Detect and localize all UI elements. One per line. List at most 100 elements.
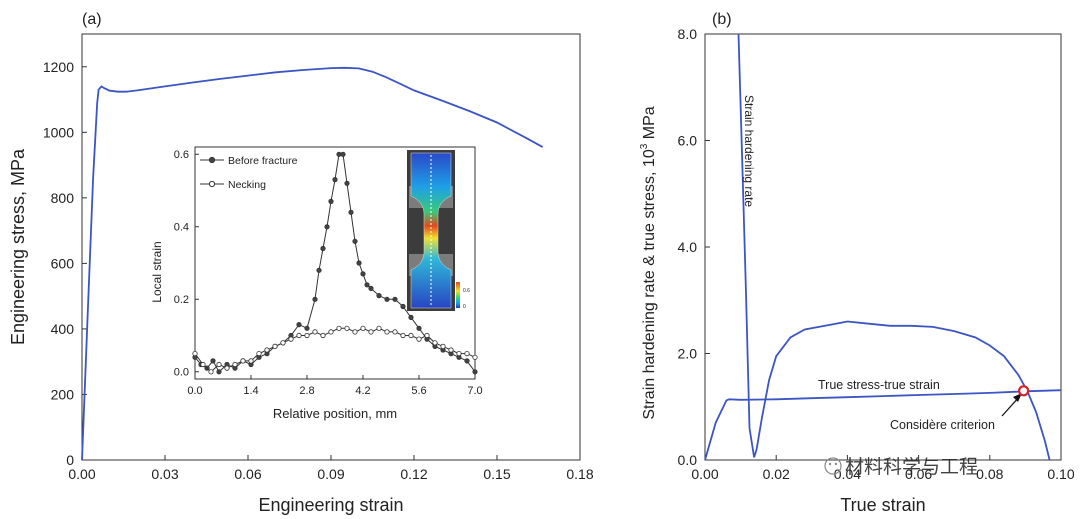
- panel-a-x-axis-label: Engineering strain: [258, 495, 403, 515]
- inset-before-fracture-point: [416, 325, 422, 331]
- panel-b-y-ticks: 0.0 2.0 4.0 6.0 8.0: [678, 26, 710, 468]
- inset-x-tick-label: 4.2: [355, 385, 370, 397]
- panel-a-y-tick-label: 1000: [43, 124, 74, 140]
- wechat-icon-eye: [828, 462, 832, 466]
- dic-specimen-image: 0.6 0: [407, 150, 470, 311]
- inset-necking-point: [456, 350, 462, 357]
- inset-before-fracture-point: [320, 245, 326, 252]
- inset-before-fracture-point: [368, 285, 374, 291]
- inset-necking-point: [352, 329, 358, 335]
- inset-before-fracture-point: [392, 296, 398, 302]
- inset-before-fracture-point: [408, 314, 414, 320]
- watermark-text: 材料科学与工程: [845, 456, 978, 478]
- inset-before-fracture-point: [472, 369, 478, 375]
- inset-y-axis-label: Local strain: [150, 241, 164, 302]
- inset-before-fracture-point: [464, 358, 470, 364]
- panel-a-label: (a): [82, 11, 102, 28]
- inset-before-fracture-point: [352, 238, 358, 244]
- inset-x-axis-label: Relative position, mm: [273, 406, 397, 421]
- inset-before-fracture-point: [304, 325, 310, 331]
- inset-x-ticks: 0.0 1.4 2.8 4.2 5.6 7.0: [187, 375, 483, 397]
- inset-before-fracture-point: [364, 282, 370, 288]
- inset-necking-point: [472, 354, 478, 360]
- inset-necking-point: [360, 325, 366, 331]
- legend-before-fracture-label: Before fracture: [228, 155, 298, 167]
- panel-a-x-tick-label: 0.09: [317, 466, 344, 482]
- strain-hardening-rate-curve: [737, 33, 1051, 461]
- inset-x-tick-label: 7.0: [467, 385, 482, 397]
- inset-chart: 0.0 1.4 2.8 4.2 5.6 7.0 0.0 0.2 0.4 0.6 Relative…: [150, 146, 483, 421]
- inset-necking-point: [256, 350, 262, 357]
- panel-b-x-tick-label: 0.04: [834, 466, 861, 482]
- dic-colorbar-max-label: 0.6: [463, 288, 470, 294]
- considere-criterion-marker: [1017, 385, 1030, 397]
- strain-hardening-rate-label: Strain hardening rate: [742, 95, 756, 207]
- inset-necking-point: [392, 329, 398, 335]
- inset-before-fracture-point: [328, 198, 334, 204]
- inset-y-tick-label: 0.0: [174, 367, 189, 379]
- inset-necking-point: [384, 329, 390, 335]
- inset-x-tick-label: 1.4: [243, 385, 258, 397]
- inset-necking-point: [320, 332, 326, 339]
- panel-a-stress-strain-curve: [81, 66, 544, 461]
- inset-necking-point: [424, 332, 430, 339]
- inset-necking-point: [416, 336, 422, 342]
- inset-necking-point: [368, 329, 374, 335]
- inset-before-fracture-point: [324, 224, 330, 230]
- inset-necking-point: [328, 329, 334, 335]
- panel-a-y-tick-label: 600: [51, 255, 75, 271]
- inset-before-fracture-point: [360, 271, 366, 277]
- inset-before-fracture-point: [348, 209, 354, 215]
- inset-necking-point: [248, 358, 254, 364]
- inset-necking-point: [464, 350, 470, 357]
- inset-necking-point: [288, 336, 294, 342]
- true-stress-label: True stress-true strain: [818, 378, 940, 392]
- wechat-icon: [824, 457, 842, 475]
- inset-necking-point: [440, 343, 446, 349]
- panel-a-x-tick-label: 0.15: [483, 466, 510, 482]
- inset-before-fracture-point: [296, 321, 302, 328]
- inset-y-tick-label: 0.4: [174, 222, 189, 234]
- inset-before-fracture-point: [332, 177, 338, 183]
- inset-necking-point: [448, 347, 454, 353]
- inset-necking-point: [304, 332, 310, 339]
- inset-y-tick-label: 0.6: [174, 149, 189, 161]
- legend-necking-marker: [208, 180, 216, 188]
- panel-b-y-axis-label: Strain hardening rate & true stress, 103…: [639, 106, 658, 419]
- panel-a-y-tick-label: 800: [51, 190, 75, 206]
- panel-a-y-tick-label: 200: [51, 387, 75, 403]
- panel-b-x-tick-label: 0.00: [691, 466, 718, 482]
- panel-b-y-tick-label: 4.0: [678, 239, 698, 255]
- inset-necking-point: [400, 332, 406, 339]
- inset-necking-point: [344, 325, 350, 331]
- panel-b-y-tick-label: 0.0: [678, 452, 698, 468]
- inset-before-fracture-point: [384, 296, 390, 302]
- true-stress-true-strain-curve: [704, 389, 1062, 461]
- panel-a-x-tick-label: 0.12: [400, 466, 427, 482]
- inset-necking-point: [280, 340, 286, 346]
- inset-before-fracture-point: [376, 292, 382, 299]
- panel-a-y-ticks: 0 200 400 600 800 1000 1200: [43, 59, 87, 468]
- considere-criterion-arrowhead: [1013, 393, 1022, 402]
- panel-b-y-tick-label: 6.0: [678, 133, 698, 149]
- inset-necking-point: [232, 361, 238, 368]
- wechat-icon-eye: [834, 462, 838, 466]
- inset-necking-point: [272, 343, 278, 349]
- watermark: 材料科学与工程: [824, 456, 978, 478]
- inset-necking-point: [336, 325, 342, 331]
- dic-colorbar-min-label: 0: [463, 304, 466, 310]
- inset-before-fracture-point: [344, 180, 350, 186]
- inset-necking-point: [376, 325, 382, 331]
- inset-before-fracture-point: [356, 260, 362, 266]
- panel-a-x-ticks: 0.00 0.03 0.06 0.09 0.12 0.15 0.18: [68, 455, 594, 482]
- inset-necking-point: [224, 365, 230, 371]
- inset-x-tick-label: 5.6: [411, 385, 426, 397]
- inset-necking-point: [296, 332, 302, 339]
- inset-y-ticks: 0.0 0.2 0.4 0.6: [174, 149, 199, 379]
- inset-y-tick-label: 0.2: [174, 294, 189, 306]
- panel-a-x-tick-label: 0.03: [151, 466, 178, 482]
- panel-b-x-tick-label: 0.02: [763, 466, 790, 482]
- inset-before-fracture-point: [316, 267, 322, 273]
- considere-criterion-label: Considère criterion: [890, 418, 995, 432]
